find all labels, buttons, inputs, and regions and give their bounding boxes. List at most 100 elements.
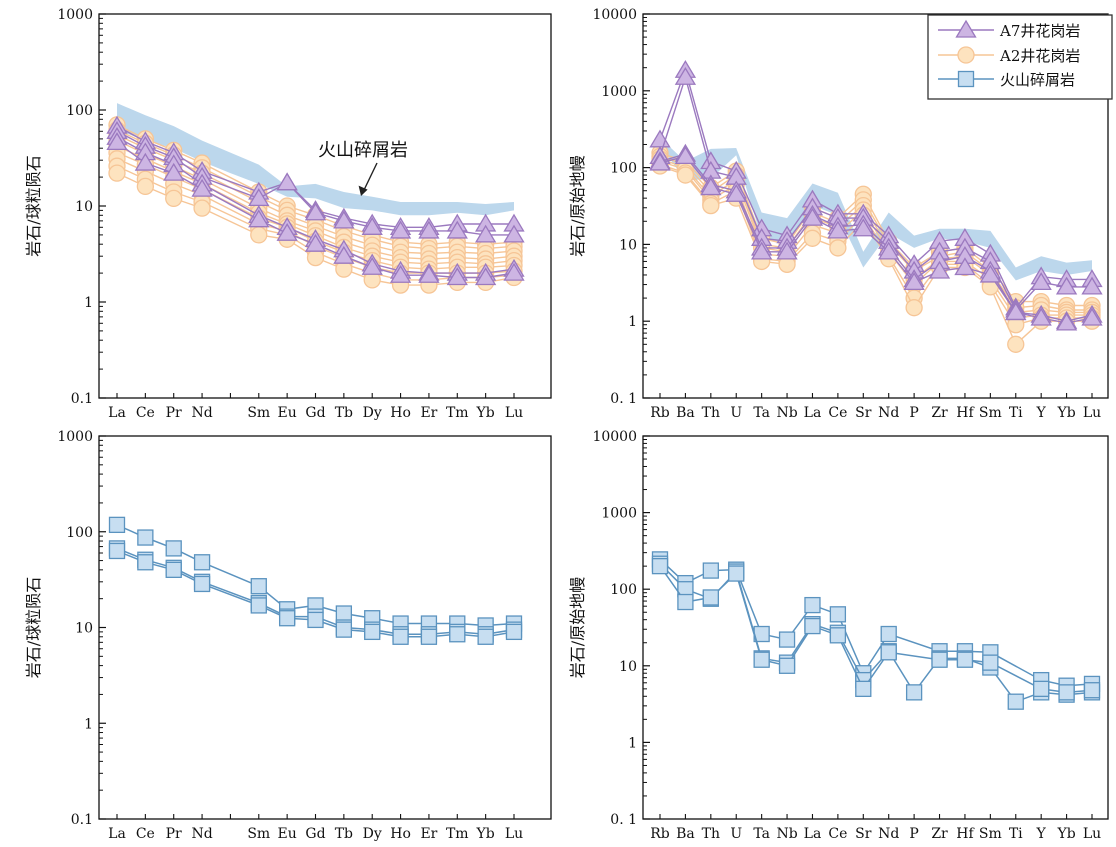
data-point-vol [335,605,353,622]
data-point-vol [1083,682,1101,699]
x-tick-label: Rb [650,826,670,842]
data-point-vol [335,621,353,638]
x-tick-label: La [804,826,822,842]
data-point-vol [278,610,296,627]
x-tick-label: Lu [505,405,523,421]
x-tick-label: Pr [166,405,182,421]
x-tick-label: U [730,826,742,842]
data-point-a7 [475,224,497,243]
x-tick-label: Yb [1056,826,1075,842]
y-tick-label: 1000 [57,7,93,23]
data-point-vol [829,627,847,644]
data-point-vol [1058,684,1075,701]
data-point-a7 [304,202,327,221]
series-vol-2 [651,555,1101,710]
x-tick-label: Gd [305,405,325,421]
data-point-vol [307,611,324,629]
x-tick-label: Sm [979,826,1002,842]
data-point-a2 [306,248,325,267]
data-point-vol [677,593,694,611]
data-point-a7 [503,262,525,281]
x-tick-label: Eu [278,405,297,421]
y-tick-label: 10 [75,621,93,637]
x-tick-label: Gd [305,826,325,842]
circle-marker-icon [957,46,975,64]
data-point-vol [880,644,897,661]
x-tick-label: Ba [676,405,695,421]
data-point-a7 [827,220,849,239]
x-tick-label: Zr [931,405,948,421]
y-tick-label: 1 [84,716,93,732]
x-tick-label: P [909,826,918,842]
data-point-a2 [165,189,183,208]
data-point-a7 [979,264,1001,283]
x-tick-label: Ce [136,405,155,421]
x-tick-label: Dy [363,405,382,421]
data-point-a7 [1005,302,1027,321]
panel-chondrite-ree-granite: 0.1 1 10 100 1000 La Ce Pr Nd Sm Eu Gd Tb Dy Ho Er Tm Yb L… [24,7,552,421]
panel-primitive-mantle-granite: 0. 1 1 10 100 1000 10000 Rb Ba Th U Ta Nb La Ce Sr Nd P Z… [568,7,1109,421]
series-line-vol [659,565,1093,694]
data-point-vol [855,680,872,698]
data-point-a2 [136,177,155,196]
data-point-vol [1033,680,1050,698]
x-tick-label: P [909,405,918,421]
data-point-vol [753,651,770,668]
x-tick-label: Nd [878,826,899,842]
data-point-vol [250,578,267,595]
data-point-vol [420,628,438,645]
legend-label-a7: A7井花岗岩 [999,22,1080,40]
x-tick-label: Sm [247,405,270,421]
series-a7-4 [649,146,1103,331]
y-axis-label: 岩石/球粒陨石 [24,577,43,678]
x-tick-label: Tb [335,826,353,842]
data-point-vol [193,554,211,571]
data-point-a7 [674,146,697,165]
x-tick-label: Sm [247,826,270,842]
data-point-a7 [389,264,412,283]
volcaniclastic-annotation: 火山碎屑岩 [318,140,408,196]
plot-frame [642,435,1109,820]
x-tick-label: Zr [931,826,948,842]
x-tick-label: Dy [363,826,382,842]
series-a7-4 [106,132,525,286]
data-point-a7 [106,132,128,151]
data-point-vol [702,589,719,606]
data-point-a7 [928,260,951,279]
x-tick-label: Rb [650,405,670,421]
x-tick-label: Nd [191,405,212,421]
triangle-marker-icon [955,19,977,38]
data-point-a7 [163,162,185,181]
square-marker-icon [957,70,975,88]
data-point-a7 [751,241,773,260]
data-point-vol [804,617,821,635]
data-point-vol [778,657,796,674]
x-tick-label: Nb [776,826,797,842]
data-point-a7 [361,257,383,275]
data-point-a7 [1055,276,1078,295]
plot-frame [642,13,1109,399]
panel-primitive-mantle-volcaniclastic: 0. 1 1 10 100 1000 10000 Rb Ba Th U Ta Nb La Ce Sr Nd P Z… [568,429,1109,842]
legend-item-vol: 火山碎屑岩 [938,70,1075,89]
series-line-vol [659,558,1093,687]
legend-item-a7: A7井花岗岩 [938,19,1080,40]
data-point-a7 [776,241,798,260]
x-tick-label: Ta [753,826,770,842]
y-tick-label: 1 [84,295,93,311]
y-tick-label: 10 [75,199,93,215]
data-point-a7 [649,152,671,171]
data-point-a7 [649,129,671,148]
y-axis-label: 岩石/球粒陨石 [24,155,43,256]
x-tick-label: Th [702,826,720,842]
y-tick-label: 10 [619,237,637,253]
data-point-a7 [1081,276,1103,295]
data-point-a7 [503,224,525,243]
data-point-a7 [333,245,355,264]
x-tick-label: Pr [166,826,182,842]
y-tick-label: 0.1 [71,812,93,828]
y-axis-label: 岩石/原始地幔 [568,155,587,256]
data-point-a7 [674,67,697,85]
data-point-vol [108,542,126,560]
x-tick-label: Tm [446,826,469,842]
